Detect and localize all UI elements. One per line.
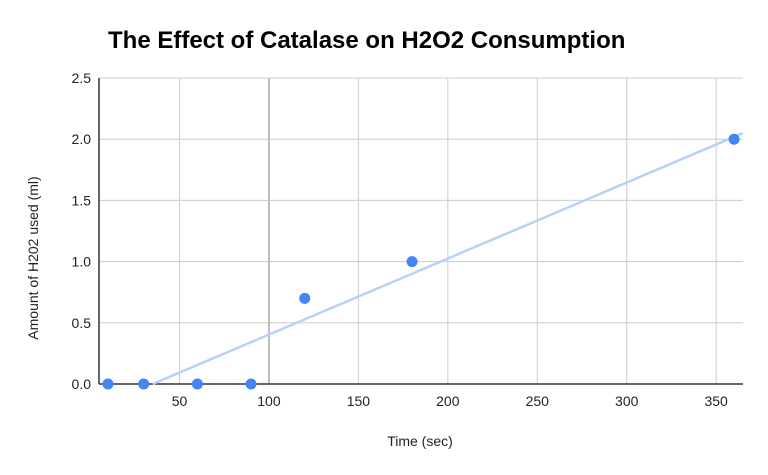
data-point: [406, 256, 418, 268]
y-tick-labels: 0.0 0.5 1.0 1.5 2.0 2.5: [72, 70, 92, 392]
x-tick-label: 50: [172, 393, 188, 409]
data-point: [191, 378, 203, 390]
data-point: [245, 378, 257, 390]
y-tick-label: 2.5: [72, 70, 92, 86]
y-axis-label: Amount of H202 used (ml): [25, 176, 41, 339]
chart-title: The Effect of Catalase on H2O2 Consumpti…: [108, 27, 625, 54]
x-tick-labels: 50 100 150 200 250 300 350: [172, 393, 728, 409]
x-tick-label: 350: [704, 393, 728, 409]
x-tick-label: 250: [526, 393, 550, 409]
y-tick-label: 0.0: [72, 376, 92, 392]
trendline-group: [152, 131, 744, 386]
grid-lines: [99, 77, 743, 384]
data-points: [102, 133, 740, 390]
x-tick-label: 200: [436, 393, 460, 409]
x-tick-label: 150: [347, 393, 371, 409]
x-tick-label: 100: [257, 393, 281, 409]
data-point: [299, 292, 311, 304]
x-axis-label: Time (sec): [387, 433, 453, 449]
y-tick-label: 0.5: [72, 315, 92, 331]
data-point: [102, 378, 114, 390]
trendline: [152, 131, 744, 386]
y-tick-label: 1.5: [72, 192, 92, 208]
data-point: [138, 378, 150, 390]
y-tick-label: 1.0: [72, 254, 92, 270]
y-tick-label: 2.0: [72, 131, 92, 147]
data-point: [728, 133, 740, 145]
axes: [98, 78, 743, 385]
x-tick-label: 300: [615, 393, 639, 409]
